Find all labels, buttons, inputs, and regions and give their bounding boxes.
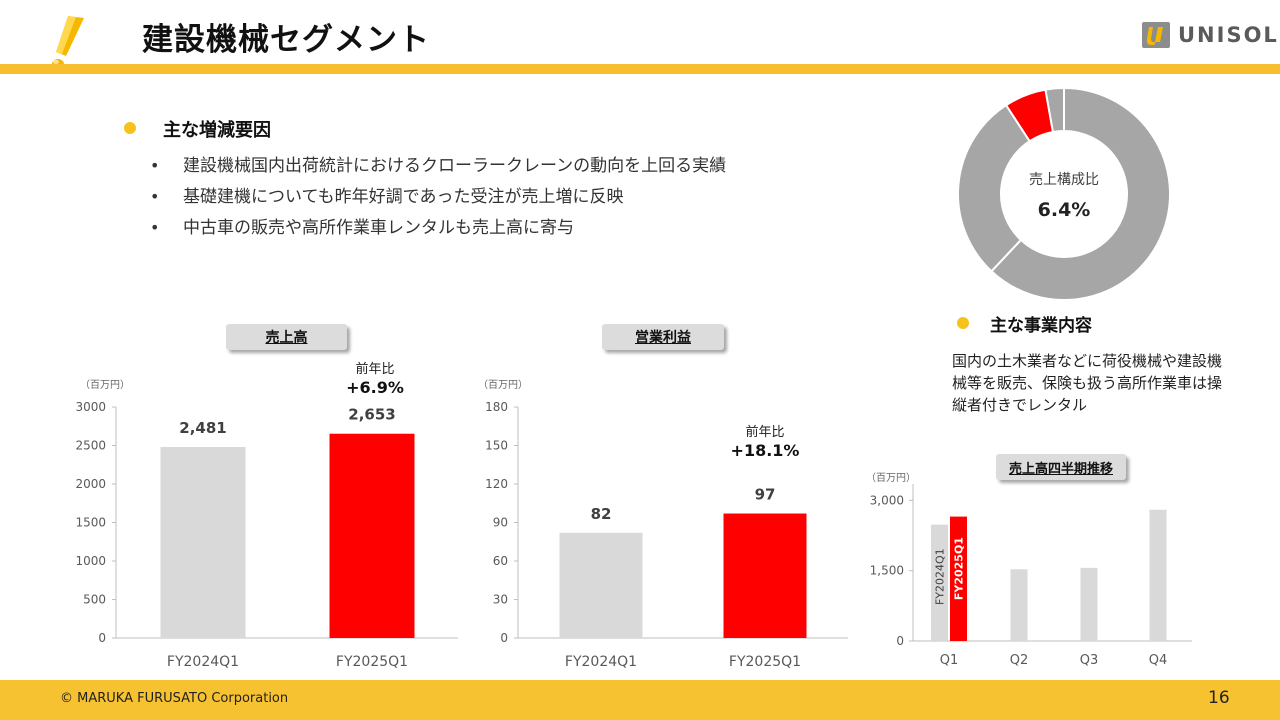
yoy-value: +6.9% [346, 378, 404, 397]
yoy-label: 前年比 [355, 362, 395, 377]
bullet-dot-icon [957, 317, 969, 329]
y-tick-label: 3,000 [870, 493, 904, 507]
y-tick-label: 0 [500, 631, 508, 645]
y-tick-label: 120 [485, 477, 508, 491]
y-tick-label: 30 [493, 593, 508, 607]
donut-slice [990, 86, 1171, 301]
x-tick-label: FY2025Q1 [729, 654, 801, 670]
quarterly-chart-title: 売上高四半期推移 [996, 454, 1126, 480]
op-profit-chart-title: 営業利益 [602, 324, 724, 350]
description-line: 縦者付きでレンタル [952, 396, 1088, 414]
brand-name: UNISOL [1178, 23, 1279, 47]
quarterly-unit-label: （百万円） [866, 473, 916, 484]
x-tick-label: FY2024Q1 [167, 654, 239, 670]
page-number: 16 [1208, 688, 1230, 708]
op-profit-yoy: 前年比 +18.1% [710, 421, 820, 460]
quarterly-bar-chart: 0 1,500 3,000 Q1 Q2 Q3 Q4 FY2024Q1 FY2025Q1 [870, 484, 1192, 668]
y-tick-label: 2000 [75, 477, 106, 491]
unisol-logo-icon [1142, 22, 1170, 48]
bar [1149, 509, 1167, 641]
bar [1080, 567, 1098, 641]
sales-yoy: 前年比 +6.9% [320, 358, 430, 397]
data-label: 2,481 [179, 419, 226, 437]
copyright: © MARUKA FURUSATO Corporation [60, 691, 289, 706]
x-tick-label: FY2024Q1 [565, 654, 637, 670]
y-tick-label: 1,500 [870, 564, 904, 578]
footer-bar [0, 680, 1280, 720]
exclamation-logo-icon [52, 16, 84, 69]
bar [950, 516, 967, 641]
sales-bar-chart: 0 500 1000 1500 2000 2500 3000 2,481 FY2024Q1 2,6… [75, 400, 458, 670]
list-item: 中古車の販売や高所作業車レンタルも売上高に寄与 [150, 216, 726, 247]
data-label: 97 [755, 486, 776, 504]
factors-heading: 主な増減要因 [163, 120, 271, 141]
bar [931, 524, 948, 641]
op-profit-unit-label: （百万円） [478, 380, 528, 391]
page-title: 建設機械セグメント [142, 22, 430, 58]
y-tick-label: 60 [493, 554, 508, 568]
y-tick-label: 0 [896, 634, 904, 648]
y-tick-label: 90 [493, 516, 508, 530]
x-tick-label: FY2025Q1 [336, 654, 408, 670]
bar-series-label: FY2025Q1 [953, 537, 966, 600]
data-label: 2,653 [348, 406, 395, 424]
donut-center-value: 6.4% [1038, 199, 1091, 221]
y-tick-label: 0 [98, 631, 106, 645]
y-tick-label: 500 [83, 593, 106, 607]
bar [723, 513, 807, 638]
y-tick-label: 1000 [75, 554, 106, 568]
header-accent-bar [0, 64, 1280, 74]
donut-slice [957, 103, 1031, 273]
donut-center-label: 売上構成比 [1029, 172, 1099, 188]
yoy-label: 前年比 [745, 425, 785, 440]
sales-unit-label: （百万円） [80, 380, 130, 391]
op-profit-bar-chart: 0 30 60 90 120 150 180 82 FY2024Q1 97 FY2025Q1 [485, 400, 848, 670]
bar [160, 446, 246, 638]
y-tick-label: 3000 [75, 400, 106, 414]
bullet-dot-icon [124, 122, 136, 134]
factors-list: 建設機械国内出荷統計におけるクローラークレーンの動向を上回る実績 基礎建機につい… [150, 154, 726, 247]
sales-chart-title: 売上高 [226, 324, 347, 350]
y-tick-label: 1500 [75, 516, 106, 530]
business-description: 国内の土木業者などに荷役機械や建設機 械等を販売、保険も扱う高所作業車は操 縦者… [952, 350, 1252, 416]
description-line: 国内の土木業者などに荷役機械や建設機 [952, 352, 1223, 370]
business-heading: 主な事業内容 [990, 316, 1092, 336]
y-tick-label: 2500 [75, 439, 106, 453]
bar [1010, 569, 1028, 641]
bar-series-label: FY2024Q1 [934, 548, 947, 605]
composition-donut-chart: 売上構成比 6.4% [957, 86, 1171, 301]
brand-logo: UNISOL [1142, 22, 1279, 48]
y-tick-label: 180 [485, 400, 508, 414]
description-line: 械等を販売、保険も扱う高所作業車は操 [952, 374, 1223, 392]
yoy-value: +18.1% [730, 441, 800, 460]
bar [329, 433, 415, 638]
bar [559, 532, 643, 638]
y-tick-label: 150 [485, 439, 508, 453]
data-label: 82 [591, 505, 612, 523]
list-item: 基礎建機についても昨年好調であった受注が売上増に反映 [150, 185, 726, 216]
x-tick-label: Q2 [1010, 653, 1029, 668]
x-tick-label: Q1 [940, 653, 959, 668]
list-item: 建設機械国内出荷統計におけるクローラークレーンの動向を上回る実績 [150, 154, 726, 185]
x-tick-label: Q3 [1080, 653, 1099, 668]
x-tick-label: Q4 [1149, 653, 1168, 668]
